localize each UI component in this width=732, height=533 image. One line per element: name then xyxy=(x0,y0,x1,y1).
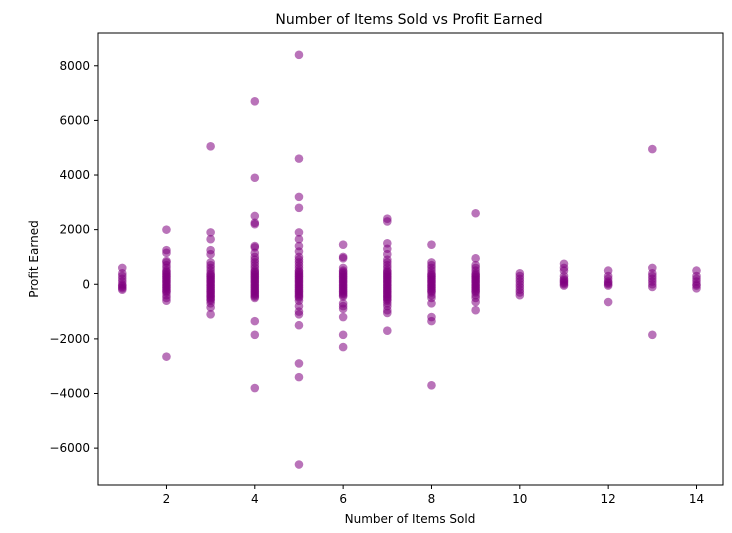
data-point xyxy=(338,254,348,263)
data-point xyxy=(294,310,304,319)
data-point xyxy=(338,330,348,340)
y-tick-label: −4000 xyxy=(49,387,90,401)
data-point xyxy=(427,316,436,326)
data-point xyxy=(294,154,304,163)
y-tick-label: 8000 xyxy=(59,59,90,73)
data-point xyxy=(383,217,392,226)
data-point xyxy=(206,303,215,312)
y-tick-label: 0 xyxy=(82,277,90,291)
data-point xyxy=(294,320,304,330)
data-point xyxy=(206,249,215,259)
data-point xyxy=(648,330,657,340)
x-tick-label: 2 xyxy=(163,492,171,506)
y-tick-label: −6000 xyxy=(49,441,90,455)
data-point xyxy=(338,342,348,352)
y-tick-label: 6000 xyxy=(59,113,90,127)
data-point xyxy=(162,352,171,361)
data-point xyxy=(294,234,304,244)
x-axis-label: Number of Items Sold xyxy=(345,512,476,526)
data-point xyxy=(603,297,613,307)
data-point xyxy=(383,308,392,318)
data-point xyxy=(471,297,480,307)
data-point xyxy=(250,330,260,340)
plot-frame xyxy=(97,32,724,486)
data-point xyxy=(294,359,304,368)
data-point xyxy=(648,144,657,154)
y-axis-label: Profit Earned xyxy=(27,220,41,297)
chart-title: Number of Items Sold vs Profit Earned xyxy=(275,12,542,28)
x-tick-label: 8 xyxy=(428,492,436,506)
data-point xyxy=(162,248,171,258)
y-tick-label: −2000 xyxy=(49,332,90,346)
data-point xyxy=(250,173,260,183)
data-point xyxy=(250,383,260,393)
data-point xyxy=(162,296,171,305)
x-tick-label: 6 xyxy=(339,492,347,506)
data-point xyxy=(250,211,260,221)
y-tick-label: 4000 xyxy=(59,168,90,182)
x-tick-label: 10 xyxy=(512,492,527,506)
data-point xyxy=(648,282,657,292)
data-point xyxy=(515,290,525,300)
data-point xyxy=(427,240,436,249)
data-point xyxy=(294,203,304,213)
x-axis-ticks: 2 4 6 8 10 12 14 xyxy=(163,485,704,506)
data-point xyxy=(603,281,613,290)
data-point xyxy=(117,285,127,295)
data-point xyxy=(294,460,304,469)
x-tick-label: 12 xyxy=(601,492,616,506)
data-point xyxy=(471,254,480,263)
data-point xyxy=(692,284,701,293)
data-point xyxy=(206,228,215,237)
data-point xyxy=(294,372,304,382)
data-point xyxy=(250,316,260,326)
data-point xyxy=(471,305,480,315)
x-tick-label: 14 xyxy=(689,492,704,506)
data-point xyxy=(383,326,392,335)
data-point xyxy=(427,381,436,390)
data-point xyxy=(559,281,569,290)
data-point xyxy=(250,219,260,229)
y-tick-label: 2000 xyxy=(59,223,90,237)
data-point xyxy=(250,96,260,106)
data-point xyxy=(206,310,215,319)
points-layer xyxy=(117,50,701,469)
data-point xyxy=(338,240,348,249)
data-point xyxy=(471,208,480,218)
data-point xyxy=(294,192,304,202)
data-point xyxy=(338,304,348,314)
x-tick-label: 4 xyxy=(251,492,259,506)
data-point xyxy=(427,299,436,308)
data-point xyxy=(162,225,171,234)
data-point xyxy=(294,228,304,237)
data-point xyxy=(338,312,348,322)
data-point xyxy=(338,292,348,301)
data-point xyxy=(250,293,260,303)
data-point xyxy=(294,50,304,60)
y-axis-ticks: −6000 −4000 −2000 0 2000 4000 6000 8000 xyxy=(49,59,98,455)
data-point xyxy=(206,142,215,151)
data-point xyxy=(206,234,215,244)
